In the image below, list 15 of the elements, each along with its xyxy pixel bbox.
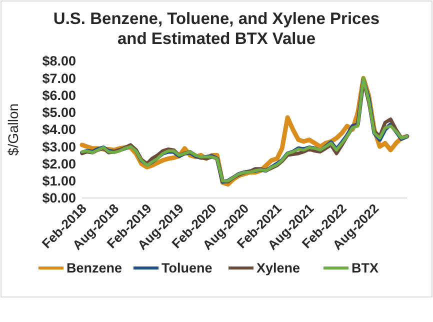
y-tick-label: $5.00: [42, 105, 76, 120]
y-tick-label: $2.00: [42, 156, 76, 172]
y-axis-title: $/Gallon: [5, 103, 21, 156]
y-tick-label: $3.00: [42, 139, 76, 154]
y-tick-label: $7.00: [42, 70, 76, 86]
y-tick-label: $0.00: [42, 190, 76, 206]
y-tick-label: $1.00: [42, 174, 76, 189]
legend-label: BTX: [352, 260, 378, 276]
y-tick-label: $8.00: [42, 54, 76, 69]
chart-title: U.S. Benzene, Toluene, and Xylene Prices and Estimated BTX Value: [53, 10, 380, 48]
legend-label: Toluene: [162, 260, 213, 276]
legend-label: Benzene: [66, 260, 123, 276]
y-tick-label: $4.00: [42, 122, 76, 138]
y-tick-label: $6.00: [42, 88, 76, 103]
legend-label: Xylene: [256, 260, 301, 276]
